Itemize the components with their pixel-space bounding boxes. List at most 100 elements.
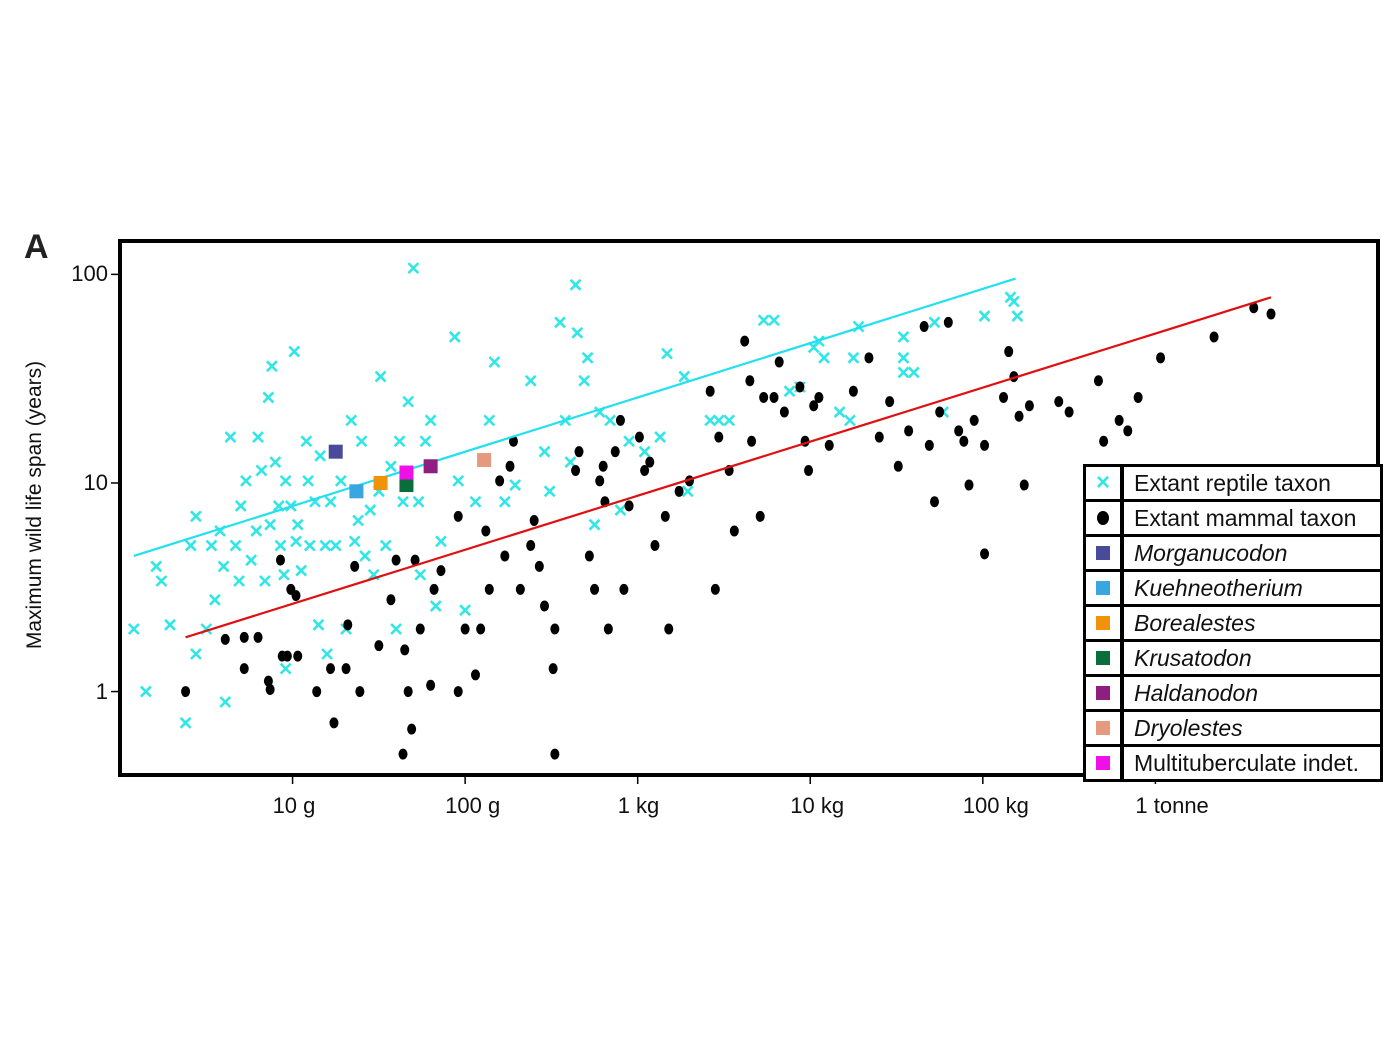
mammal-point xyxy=(239,663,249,675)
x-tick-label: 10 kg xyxy=(790,793,845,818)
reptile-point xyxy=(554,316,566,329)
reptile-point xyxy=(581,351,594,364)
mammal-point xyxy=(714,431,724,443)
reptile-point xyxy=(279,474,292,487)
reptile-point xyxy=(139,685,152,698)
reptile-point xyxy=(224,431,237,443)
reptile-point xyxy=(424,414,437,427)
mammal-point xyxy=(282,650,292,662)
mammal-point xyxy=(814,391,824,403)
legend-symbol xyxy=(1086,642,1124,674)
square-marker-icon xyxy=(1096,721,1110,735)
legend-symbol xyxy=(1086,677,1124,709)
reptile-point xyxy=(329,539,342,552)
mammal-point xyxy=(610,446,620,458)
mammal-point xyxy=(919,321,929,333)
reptile-point xyxy=(419,435,432,448)
mammal-point xyxy=(1133,391,1143,403)
reptile-point xyxy=(569,278,582,291)
mammal-point xyxy=(755,510,765,522)
mammal-point xyxy=(407,723,417,735)
reptile-point xyxy=(127,623,140,635)
mammal-point xyxy=(1054,396,1064,408)
mammal-point xyxy=(1209,331,1219,343)
reptile-point xyxy=(498,495,511,508)
mammal-point xyxy=(391,554,401,566)
legend-label: Dryolestes xyxy=(1134,714,1243,741)
reptile-point xyxy=(1007,295,1020,308)
mammal-point xyxy=(999,391,1009,403)
reptile-point xyxy=(704,414,717,427)
x-tick-label: 1 tonne xyxy=(1135,793,1209,818)
legend-symbol xyxy=(1086,607,1124,639)
mammal-point xyxy=(954,425,964,437)
reptile-point xyxy=(355,435,368,448)
mammal-point xyxy=(460,623,470,635)
reptile-point xyxy=(768,314,780,327)
mammal-point xyxy=(774,356,784,368)
reptile-point xyxy=(661,347,673,360)
mammal-point xyxy=(935,406,945,418)
legend-symbol: × xyxy=(1086,467,1124,499)
legend-item: Extant mammal taxon xyxy=(1086,502,1380,537)
mammal-point xyxy=(1019,479,1029,491)
mammal-point xyxy=(864,352,874,364)
mammal-point xyxy=(1266,308,1276,320)
x-marker-icon: × xyxy=(1095,469,1110,496)
mammal-point xyxy=(505,460,515,472)
reptile-point xyxy=(588,518,601,531)
fossil-point-dryolestes xyxy=(477,453,492,468)
mammal-point xyxy=(598,460,608,472)
mammal-point xyxy=(548,663,558,675)
mammal-point xyxy=(341,663,351,675)
reptile-point xyxy=(359,550,371,562)
mammal-point xyxy=(1249,302,1259,314)
legend-label: Morganucodon xyxy=(1134,539,1288,566)
reptile-point xyxy=(978,310,991,323)
reptile-point xyxy=(1011,310,1024,323)
reptile-point xyxy=(312,618,325,631)
reptile-point xyxy=(571,326,584,339)
reptile-point xyxy=(184,539,197,552)
mammal-fit-line xyxy=(185,296,1272,639)
reptile-point xyxy=(435,535,447,548)
mammal-point xyxy=(574,446,584,458)
reptile-point xyxy=(205,539,218,552)
reptile-fit-line xyxy=(133,277,1016,558)
reptile-point xyxy=(638,445,651,458)
mammal-point xyxy=(550,623,560,635)
reptile-point xyxy=(324,495,337,508)
mammal-point xyxy=(429,583,439,595)
reptile-point xyxy=(319,539,332,552)
mammal-point xyxy=(640,464,650,476)
mammal-point xyxy=(312,686,322,698)
reptile-point xyxy=(844,414,856,427)
reptile-point xyxy=(303,539,316,552)
reptile-point xyxy=(469,495,482,508)
mammal-point xyxy=(481,525,491,537)
square-marker-icon xyxy=(1096,581,1110,595)
reptile-point xyxy=(259,575,271,587)
mammal-point xyxy=(619,583,629,595)
legend-item: Dryolestes xyxy=(1086,712,1380,747)
legend-item: Haldanodon xyxy=(1086,677,1380,712)
mammal-point xyxy=(410,554,420,566)
reptile-point xyxy=(240,474,252,487)
mammal-point xyxy=(969,414,979,426)
reptile-point xyxy=(897,366,910,379)
mammal-point xyxy=(453,510,463,522)
reptile-point xyxy=(217,560,230,573)
mammal-point xyxy=(650,540,660,552)
reptile-point xyxy=(783,385,796,398)
x-tick-label: 100 g xyxy=(445,793,501,818)
reptile-point xyxy=(429,600,442,612)
mammal-point xyxy=(326,663,336,675)
legend-symbol xyxy=(1086,502,1124,534)
mammal-point xyxy=(495,475,505,487)
legend: × Extant reptile taxon Extant mammal taxon… xyxy=(1083,464,1383,782)
x-tick-label: 1 kg xyxy=(617,793,660,818)
x-tick-label: 10 g xyxy=(272,793,316,818)
reptile-point xyxy=(614,504,627,517)
legend-label: Extant reptile taxon xyxy=(1134,469,1331,496)
reptile-point xyxy=(334,474,347,487)
